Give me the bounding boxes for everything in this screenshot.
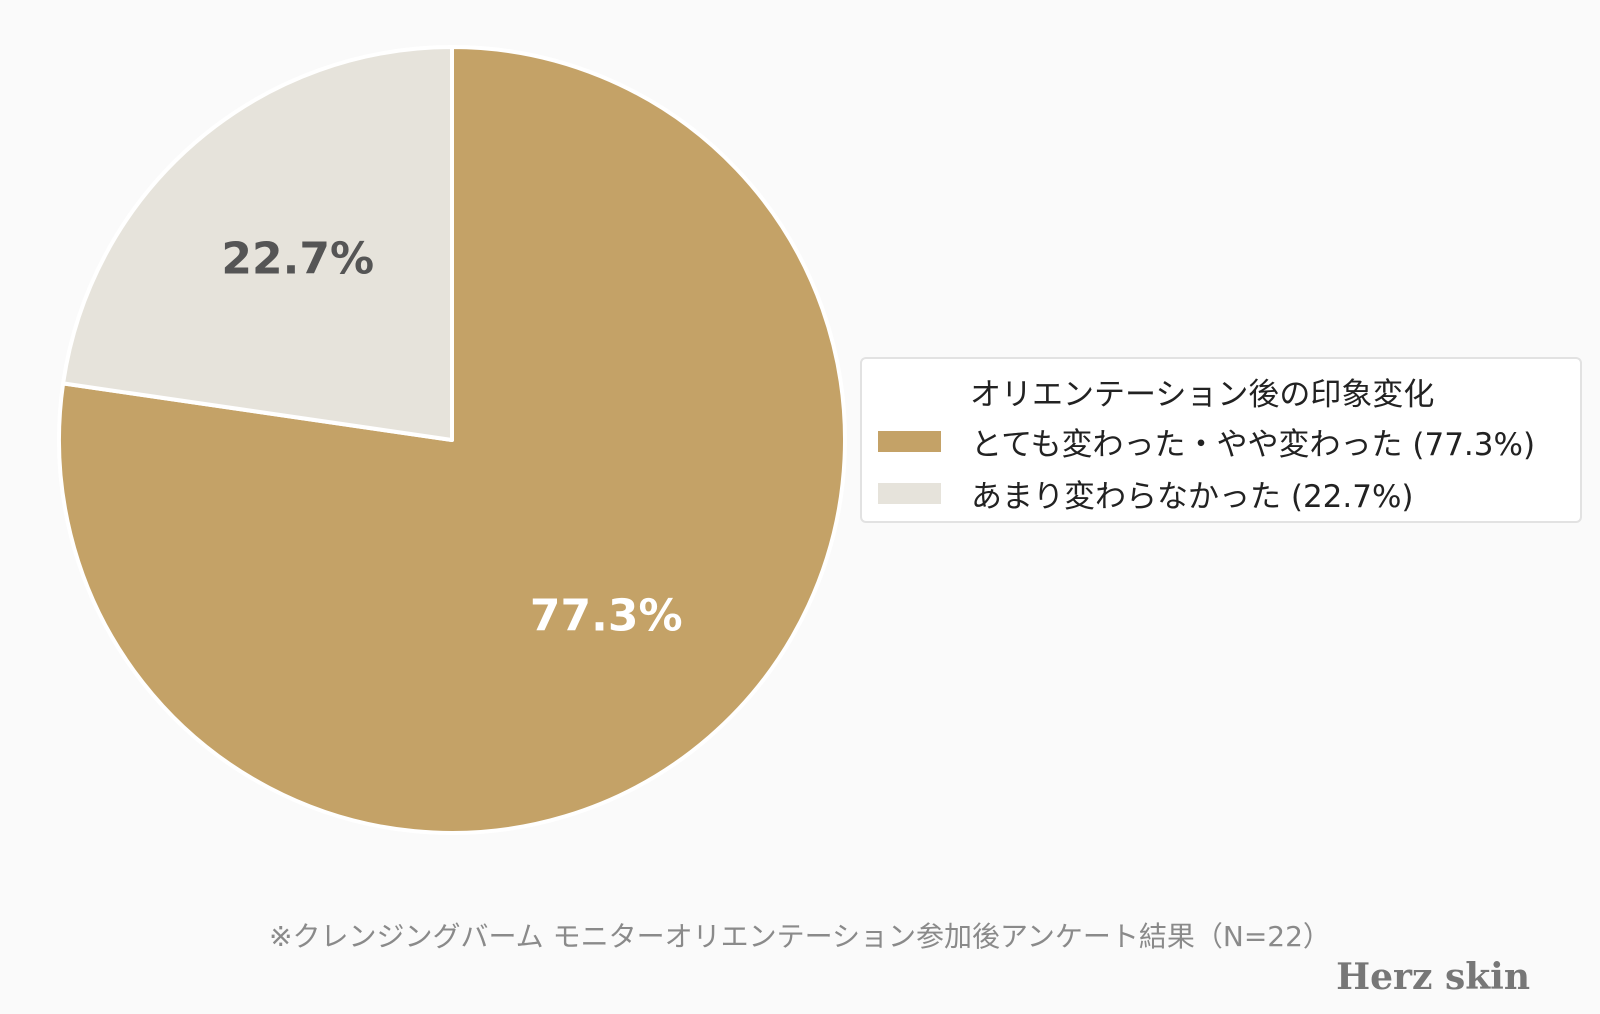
legend-label-changed: とても変わった・やや変わった (77.3%) bbox=[971, 426, 1536, 463]
legend-title: オリエンテーション後の印象変化 bbox=[970, 377, 1435, 413]
legend-item-unchanged: あまり変わらなかった (22.7%) bbox=[878, 473, 1414, 515]
brand-logo: Herz skin bbox=[1336, 956, 1530, 998]
legend-swatch-unchanged bbox=[878, 482, 941, 504]
footnote: ※クレンジングバーム モニターオリエンテーション参加後アンケート結果（N=22） bbox=[269, 920, 1331, 953]
legend-swatch-changed bbox=[878, 430, 941, 452]
legend: オリエンテーション後の印象変化 とても変わった・やや変わった (77.3%) あ… bbox=[860, 357, 1582, 523]
slice-label-unchanged: 22.7% bbox=[221, 234, 374, 285]
slice-label-changed: 77.3% bbox=[530, 590, 683, 641]
pie-slice-unchanged bbox=[61, 45, 454, 442]
legend-label-unchanged: あまり変わらなかった (22.7%) bbox=[971, 478, 1414, 515]
legend-item-changed: とても変わった・やや変わった (77.3%) bbox=[878, 421, 1536, 463]
